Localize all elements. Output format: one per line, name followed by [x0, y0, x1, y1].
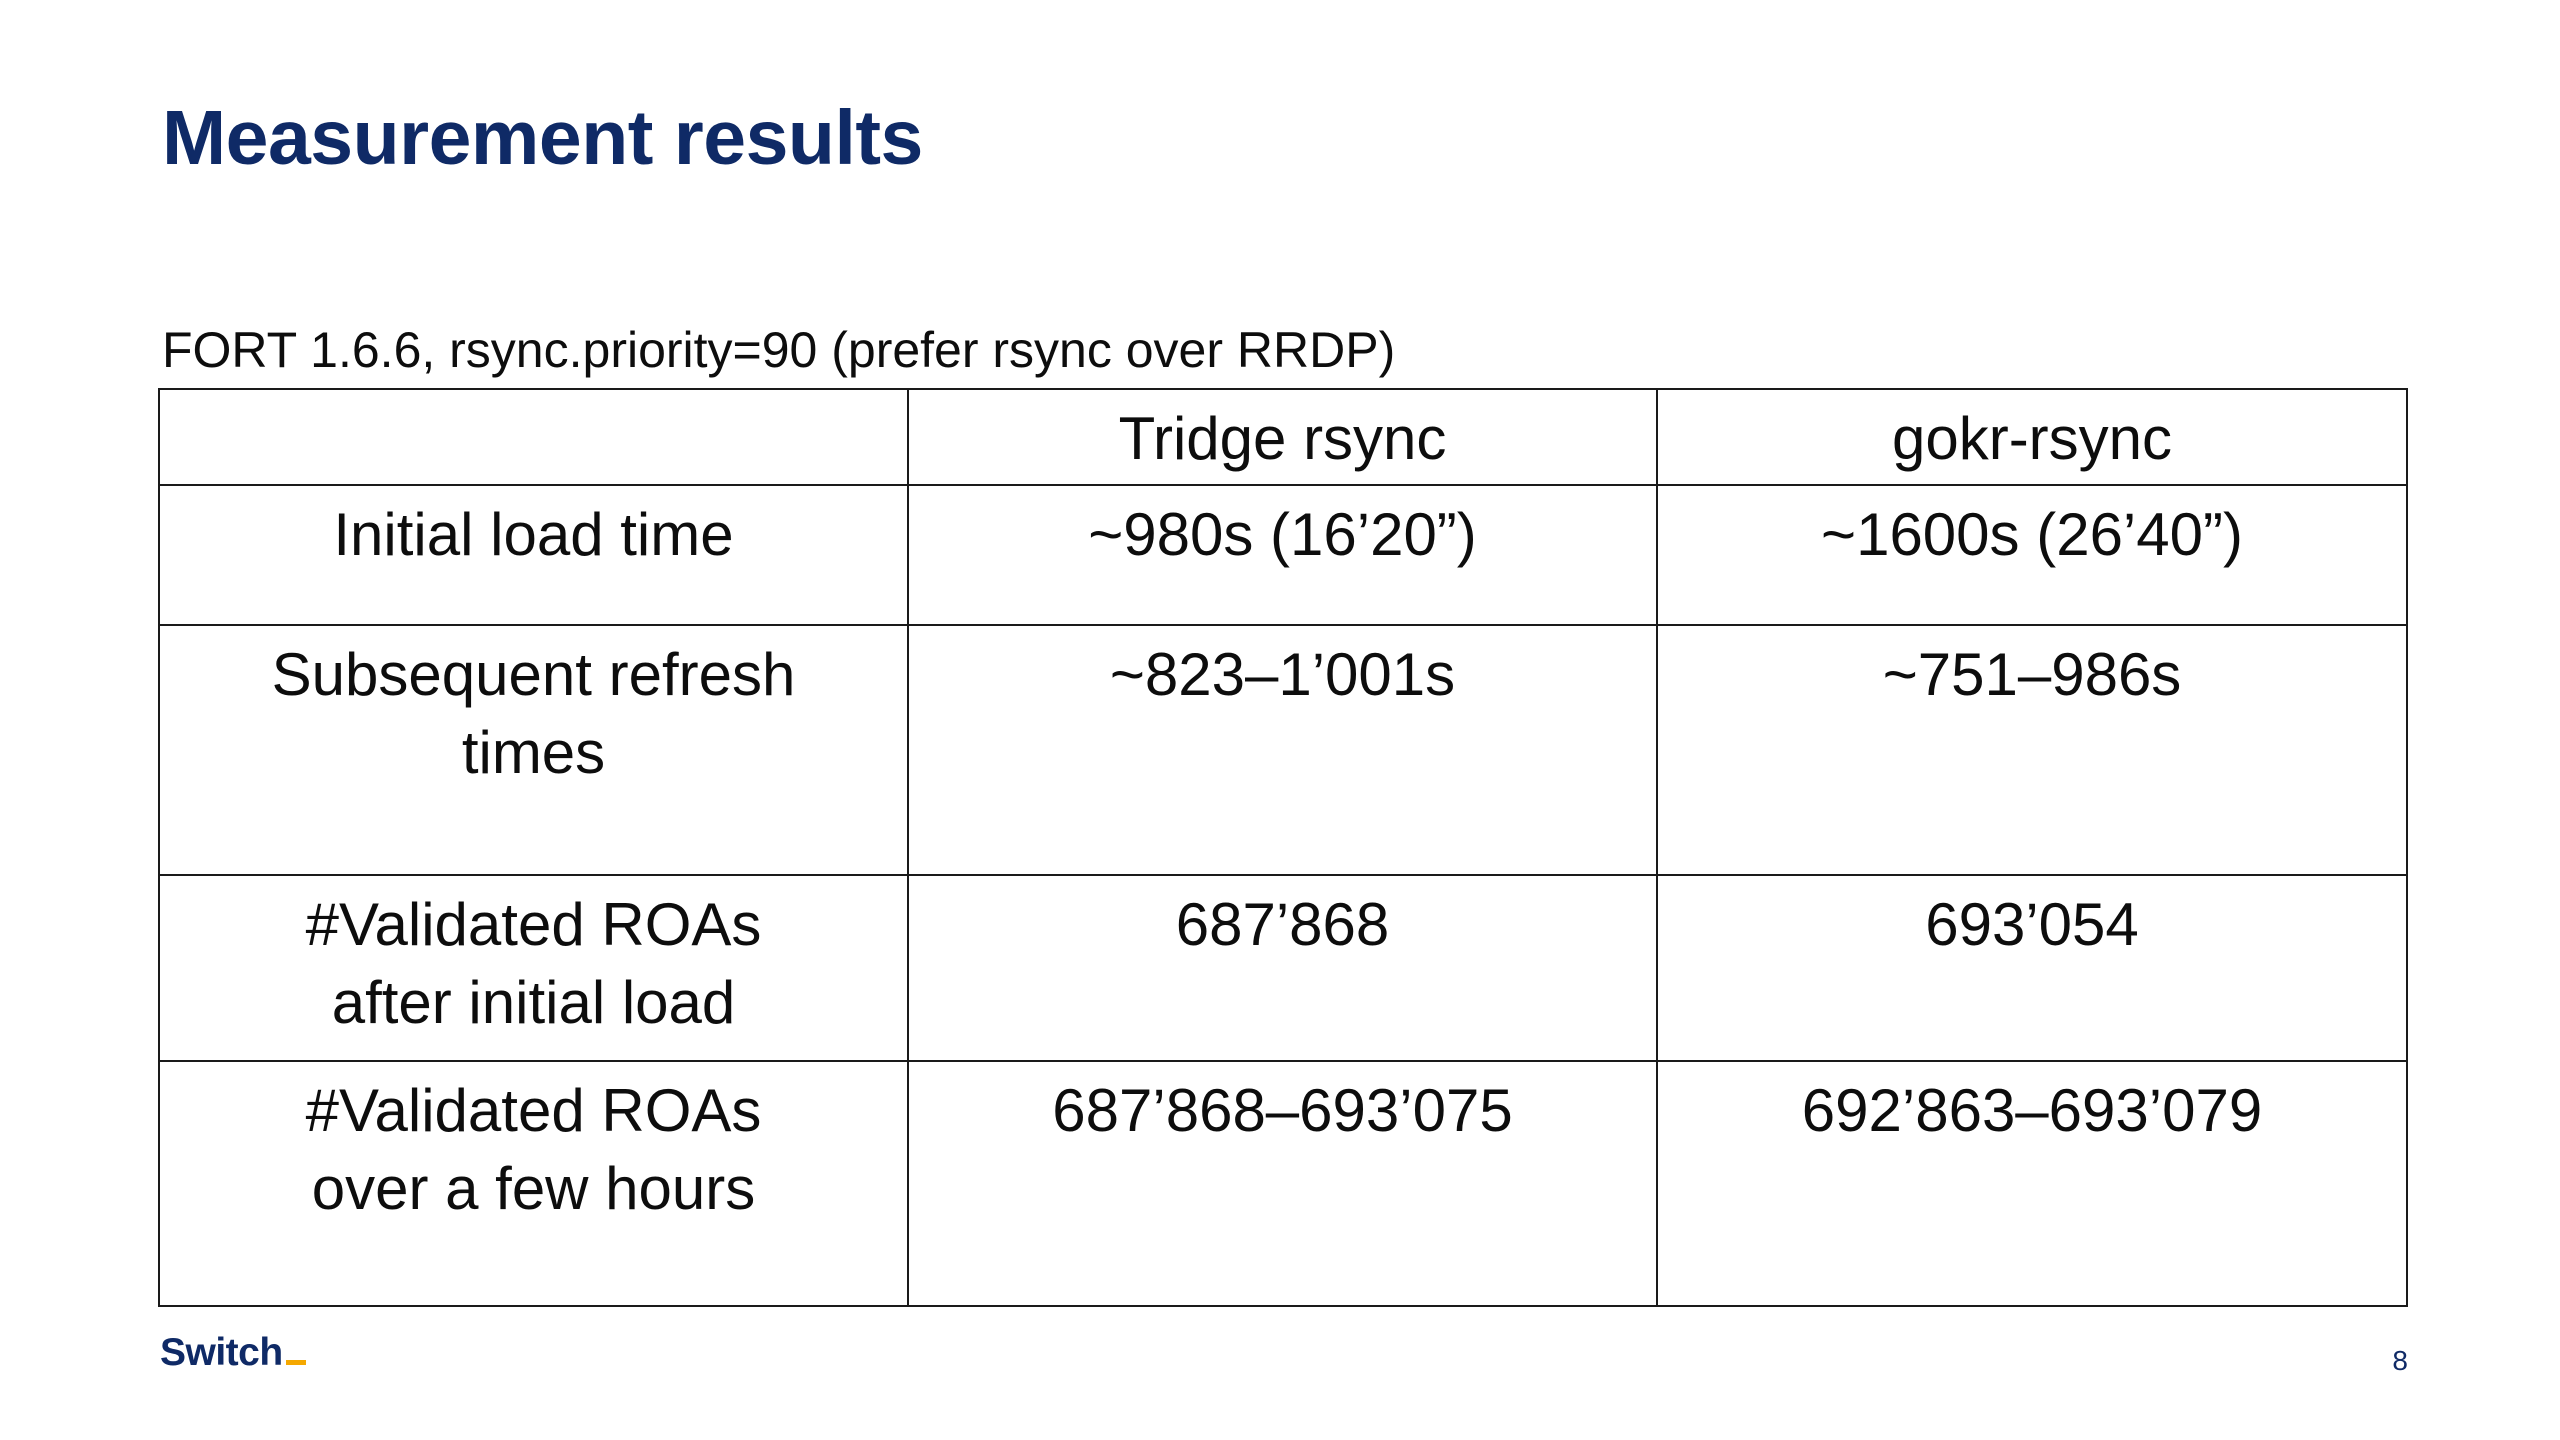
cell-tridge-initial-load-time: ~980s (16’20”) — [907, 484, 1658, 626]
cell-tridge-refresh-times: ~823–1’001s — [907, 624, 1658, 876]
page-number: 8 — [2392, 1345, 2408, 1376]
header-tridge-rsync: Tridge rsync — [907, 388, 1658, 486]
row-label-validated-roas-hours: #Validated ROAs over a few hours — [158, 1060, 909, 1307]
slide-title: Measurement results — [162, 95, 923, 181]
table-row: #Validated ROAs after initial load 687’8… — [158, 874, 2408, 1062]
switch-logo: Switch — [160, 1328, 306, 1378]
table-row: #Validated ROAs over a few hours 687’868… — [158, 1060, 2408, 1307]
table-row: Initial load time ~980s (16’20”) ~1600s … — [158, 484, 2408, 626]
results-table: Tridge rsync gokr-rsync Initial load tim… — [158, 388, 2408, 1307]
cell-tridge-validated-roas-hours: 687’868–693’075 — [907, 1060, 1658, 1307]
cell-tridge-validated-roas-initial: 687’868 — [907, 874, 1658, 1062]
row-label-subsequent-refresh-times: Subsequent refresh times — [158, 624, 909, 876]
logo-underscore-accent — [285, 1360, 306, 1365]
row-label-text: #Validated ROAs over a few hours — [305, 1077, 762, 1222]
row-label-initial-load-time: Initial load time — [158, 484, 909, 626]
logo-text: Switch — [160, 1331, 283, 1374]
cell-gokr-refresh-times: ~751–986s — [1656, 624, 2408, 876]
cell-gokr-initial-load-time: ~1600s (26’40”) — [1656, 484, 2408, 626]
header-gokr-rsync: gokr-rsync — [1656, 388, 2408, 486]
table-caption: FORT 1.6.6, rsync.priority=90 (prefer rs… — [162, 322, 1396, 378]
cell-gokr-validated-roas-hours: 692’863–693’079 — [1656, 1060, 2408, 1307]
row-label-text: Subsequent refresh times — [271, 641, 796, 786]
row-label-text: #Validated ROAs after initial load — [305, 891, 762, 1036]
header-empty-cell — [158, 388, 909, 486]
table-header-row: Tridge rsync gokr-rsync — [158, 388, 2408, 486]
cell-gokr-validated-roas-initial: 693’054 — [1656, 874, 2408, 1062]
row-label-validated-roas-initial: #Validated ROAs after initial load — [158, 874, 909, 1062]
table-row: Subsequent refresh times ~823–1’001s ~75… — [158, 624, 2408, 876]
